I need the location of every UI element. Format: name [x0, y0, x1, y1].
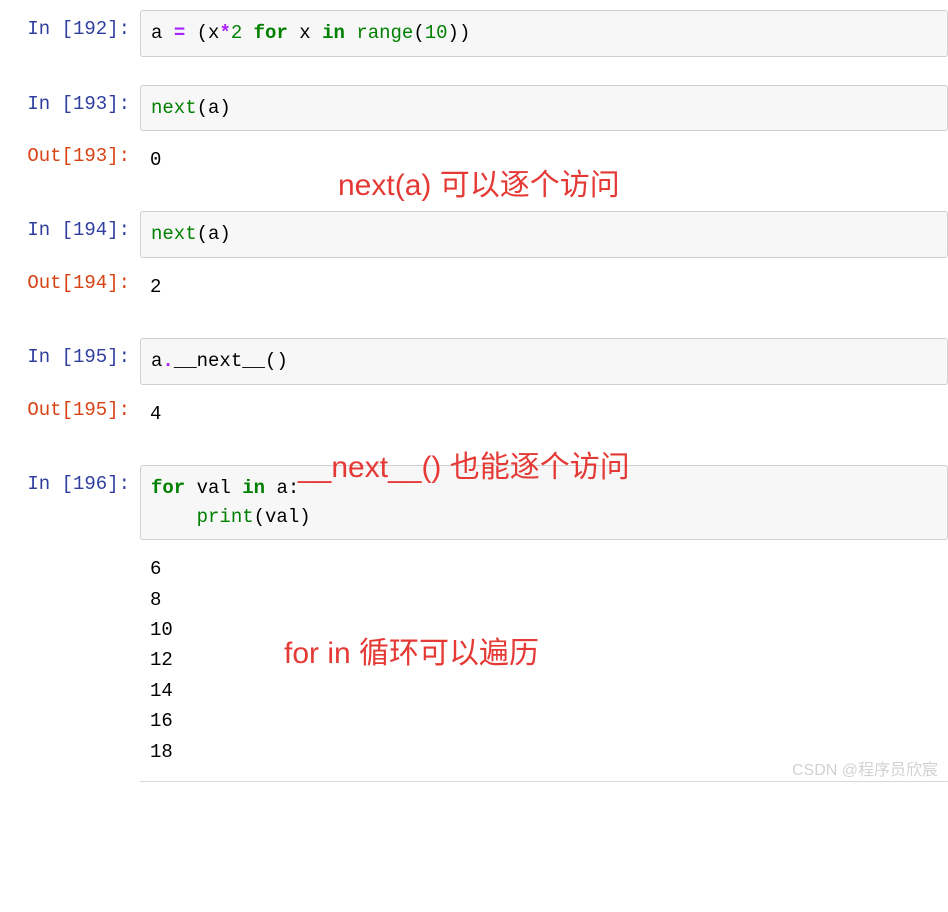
- notebook-area: In [192]: a = (x*2 for x in range(10)) I…: [0, 10, 948, 782]
- code-token: [151, 506, 197, 528]
- code-token: a: [276, 477, 287, 499]
- code-token: (: [413, 22, 424, 44]
- code-token: __next__: [174, 350, 265, 372]
- code-token: [265, 477, 276, 499]
- code-token: in: [242, 477, 265, 499]
- code-token: next: [151, 223, 197, 245]
- code-token: ): [219, 97, 230, 119]
- in-prompt-196: In [196]:: [0, 465, 140, 495]
- code-token: :: [288, 477, 299, 499]
- code-token: print: [197, 506, 254, 528]
- code-input-192[interactable]: a = (x*2 for x in range(10)): [140, 10, 948, 57]
- code-token: .: [162, 350, 173, 372]
- in-prompt-195: In [195]:: [0, 338, 140, 368]
- code-token: a: [151, 22, 162, 44]
- code-token: ): [219, 223, 230, 245]
- code-token: [311, 22, 322, 44]
- code-token: ): [448, 22, 459, 44]
- out-prompt-194: Out[194]:: [0, 264, 140, 294]
- code-token: x: [299, 22, 310, 44]
- cell-194-output: Out[194]: 2: [0, 264, 948, 310]
- code-token: for: [151, 477, 185, 499]
- code-token: range: [356, 22, 413, 44]
- code-token: next: [151, 97, 197, 119]
- code-token: val: [265, 506, 299, 528]
- code-token: ): [299, 506, 310, 528]
- code-token: *: [219, 22, 230, 44]
- code-token: (: [197, 22, 208, 44]
- code-token: (: [197, 223, 208, 245]
- code-token: [288, 22, 299, 44]
- cell-196-output: 6 8 10 12 14 16 18: [0, 546, 948, 775]
- in-prompt-194: In [194]:: [0, 211, 140, 241]
- code-token: for: [254, 22, 288, 44]
- code-token: in: [322, 22, 345, 44]
- code-token: (: [254, 506, 265, 528]
- code-token: 2: [231, 22, 242, 44]
- output-195: 4: [140, 391, 948, 437]
- cell-193-output: Out[193]: 0: [0, 137, 948, 183]
- code-input-196[interactable]: for val in a: print(val): [140, 465, 948, 540]
- code-token: ): [459, 22, 470, 44]
- cell-195-input: In [195]: a.__next__(): [0, 338, 948, 385]
- code-token: a: [151, 350, 162, 372]
- output-196: 6 8 10 12 14 16 18: [140, 546, 948, 775]
- cell-195-output: Out[195]: 4: [0, 391, 948, 437]
- code-input-193[interactable]: next(a): [140, 85, 948, 132]
- code-token: [242, 22, 253, 44]
- code-token: [185, 477, 196, 499]
- code-token: [231, 477, 242, 499]
- code-token: ): [276, 350, 287, 372]
- code-token: =: [174, 22, 185, 44]
- code-token: a: [208, 223, 219, 245]
- code-token: 10: [425, 22, 448, 44]
- code-token: x: [208, 22, 219, 44]
- code-token: [162, 22, 173, 44]
- cell-192-input: In [192]: a = (x*2 for x in range(10)): [0, 10, 948, 57]
- cell-196-input: In [196]: for val in a: print(val): [0, 465, 948, 540]
- in-prompt-193: In [193]:: [0, 85, 140, 115]
- separator: [140, 781, 948, 782]
- cell-194-input: In [194]: next(a): [0, 211, 948, 258]
- cell-193-input: In [193]: next(a): [0, 85, 948, 132]
- output-193: 0: [140, 137, 948, 183]
- code-token: a: [208, 97, 219, 119]
- in-prompt-192: In [192]:: [0, 10, 140, 40]
- empty-prompt: [0, 546, 140, 554]
- code-input-195[interactable]: a.__next__(): [140, 338, 948, 385]
- code-token: [185, 22, 196, 44]
- code-token: (: [265, 350, 276, 372]
- out-prompt-195: Out[195]:: [0, 391, 140, 421]
- out-prompt-193: Out[193]:: [0, 137, 140, 167]
- code-input-194[interactable]: next(a): [140, 211, 948, 258]
- code-token: val: [197, 477, 231, 499]
- output-194: 2: [140, 264, 948, 310]
- code-token: (: [197, 97, 208, 119]
- code-token: [345, 22, 356, 44]
